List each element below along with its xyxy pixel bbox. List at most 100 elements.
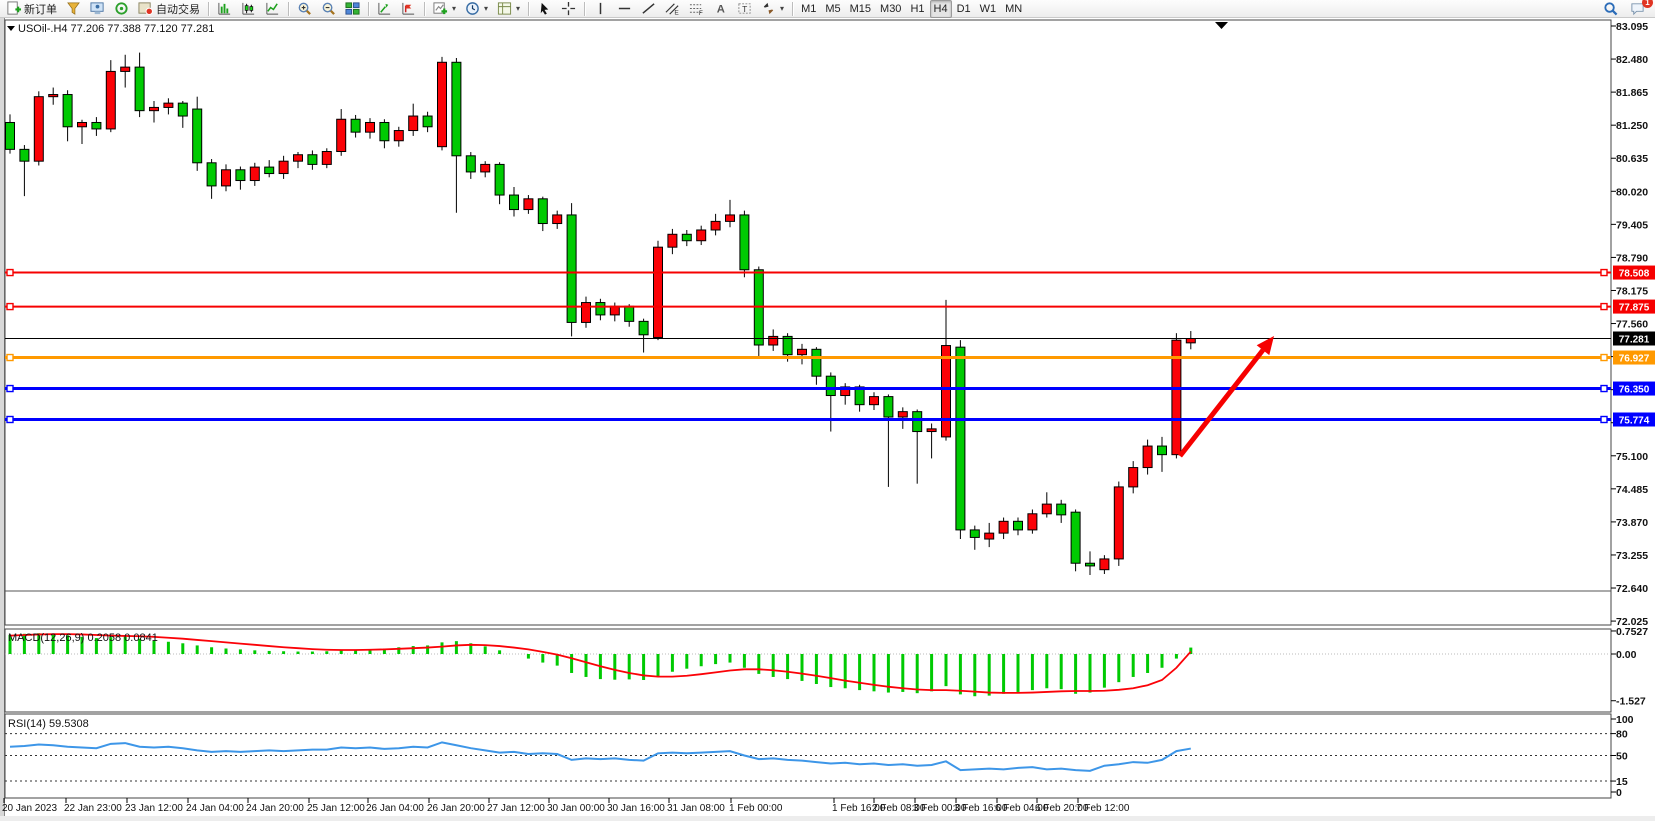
channel-button[interactable]: E <box>661 0 684 18</box>
timeframe-button-m15[interactable]: M15 <box>846 0 875 18</box>
crosshair-button[interactable] <box>557 0 580 18</box>
candle <box>235 166 246 190</box>
price-tick-label: 81.865 <box>1616 87 1648 99</box>
hline-left-handle[interactable] <box>6 268 14 277</box>
zoom-out-button[interactable] <box>317 0 340 18</box>
hline-right-handle[interactable] <box>1600 268 1608 277</box>
candle <box>336 109 347 156</box>
text-button[interactable]: A <box>709 0 732 18</box>
clock-icon <box>466 2 479 15</box>
notification-badge: 1 <box>1642 0 1653 8</box>
candle <box>149 100 159 123</box>
add-indicator-button[interactable]: ▾ <box>429 0 460 18</box>
hline-left-handle[interactable] <box>6 353 14 362</box>
time-tick-label: 26 Jan 20:00 <box>427 803 485 814</box>
timeframe-button-m1[interactable]: M1 <box>797 0 820 18</box>
trendline-button[interactable] <box>637 0 660 18</box>
chart-title-collapse-icon[interactable] <box>7 26 15 31</box>
fibonacci-button[interactable]: F <box>685 0 708 18</box>
label-button[interactable]: T <box>733 0 756 18</box>
candle <box>293 152 303 169</box>
candle-body-up <box>77 121 87 128</box>
price-tick-label: 78.175 <box>1616 285 1648 297</box>
candle-body-down <box>350 118 361 133</box>
horizontal-line-button[interactable] <box>613 0 636 18</box>
timeframe-button-h4[interactable]: H4 <box>929 0 952 18</box>
candle-body-up <box>840 386 851 397</box>
autotrade-icon <box>138 2 153 15</box>
price-tick-label: 73.255 <box>1616 550 1648 562</box>
candlestick-chart-button[interactable] <box>237 0 260 18</box>
hline-right-handle[interactable] <box>1600 353 1608 362</box>
new-order-button[interactable]: 新订单 <box>2 0 61 18</box>
trend-arrow[interactable] <box>1178 348 1265 458</box>
rsi-label: RSI(14) 59.5308 <box>8 718 89 730</box>
candle <box>509 186 519 217</box>
candle-body-up <box>941 345 951 438</box>
toolbar-separator <box>528 1 530 16</box>
candle <box>667 228 678 255</box>
timeframe-button-d1[interactable]: D1 <box>953 0 975 18</box>
tile-windows-button[interactable] <box>341 0 364 18</box>
candle-body-up <box>1185 338 1196 344</box>
time-tick-label: 24 Jan 04:00 <box>186 803 244 814</box>
zoom-in-icon <box>298 2 311 15</box>
add-indicator-icon <box>433 2 448 15</box>
cursor-button[interactable] <box>533 0 556 18</box>
hline-left-handle[interactable] <box>6 302 14 311</box>
bar-chart-icon <box>218 2 231 15</box>
candle <box>379 119 390 149</box>
timeframe-button-m5[interactable]: M5 <box>821 0 844 18</box>
candle <box>840 383 851 405</box>
candle-body-up <box>1113 486 1124 560</box>
terminal-button[interactable] <box>86 0 109 18</box>
time-tick-label: 30 Jan 16:00 <box>607 803 665 814</box>
signal-button[interactable] <box>110 0 133 18</box>
period-clock-button[interactable]: ▾ <box>461 0 492 18</box>
time-tick-label: 1 Feb 00:00 <box>729 803 783 814</box>
timeframe-button-w1[interactable]: W1 <box>976 0 1001 18</box>
new-chart-button[interactable] <box>373 0 396 18</box>
zoom-in-button[interactable] <box>293 0 316 18</box>
timeframe-button-mn[interactable]: MN <box>1001 0 1026 18</box>
hline-left-handle[interactable] <box>6 415 14 424</box>
price-tick-label: 82.480 <box>1616 54 1648 66</box>
trend-arrow-head[interactable] <box>1256 336 1274 356</box>
vertical-line-button[interactable] <box>589 0 612 18</box>
line-chart-button[interactable] <box>261 0 284 18</box>
candle <box>753 266 764 357</box>
hline-right-handle[interactable] <box>1600 302 1608 311</box>
candle-body-down <box>537 198 548 225</box>
notifications-button[interactable]: 1 <box>1626 0 1653 18</box>
candle-body-down <box>955 346 966 531</box>
candle <box>91 117 102 136</box>
candle-body-up <box>523 198 534 211</box>
profile-chart-button[interactable] <box>397 0 420 18</box>
timeframe-button-m30[interactable]: M30 <box>876 0 905 18</box>
toolbar-right-group: 1 <box>1599 0 1653 18</box>
chart-template-button[interactable]: ▾ <box>493 0 524 18</box>
time-tick-label: 1 Feb 16:00 <box>832 803 886 814</box>
chart-window[interactable]: 83.095 82.480 81.865 81.250 80.635 80.020 79.4… <box>0 18 1655 821</box>
hline-left-handle[interactable] <box>6 384 14 393</box>
candle-body-up <box>1041 503 1052 515</box>
rsi-axis-label: 0 <box>1616 787 1622 799</box>
auto-trading-button[interactable]: 自动交易 <box>134 0 204 18</box>
candle <box>1099 555 1110 574</box>
main-price-pane[interactable] <box>4 19 1612 626</box>
timeframe-button-h1[interactable]: H1 <box>906 0 928 18</box>
auto-trading-button-label: 自动交易 <box>156 3 200 16</box>
candle <box>566 203 577 337</box>
macd-axis-label: -1.527 <box>1616 696 1646 708</box>
bar-chart-button[interactable] <box>213 0 236 18</box>
arrows-button[interactable]: ▾ <box>757 0 788 18</box>
toolbar-separator <box>208 1 209 16</box>
price-tag-label: 77.875 <box>1619 303 1650 314</box>
price-tag-label: 75.774 <box>1619 416 1650 427</box>
filter-button[interactable] <box>62 0 85 18</box>
hline-right-handle[interactable] <box>1600 384 1608 393</box>
hline-right-handle[interactable] <box>1600 415 1608 424</box>
search-button[interactable] <box>1599 0 1622 18</box>
macd-pane[interactable] <box>4 628 1612 713</box>
candle-body-down <box>739 214 750 271</box>
